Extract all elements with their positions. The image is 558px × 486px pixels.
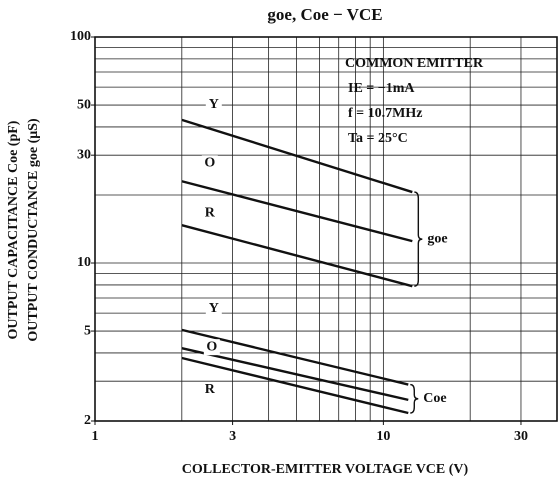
- line-series: [181, 118, 413, 194]
- series-label: Y: [209, 97, 219, 112]
- line-series: [181, 356, 409, 415]
- group-label: Coe: [423, 391, 446, 406]
- annotation: f = 10.7MHz: [348, 106, 422, 121]
- series-label: R: [205, 205, 216, 220]
- x-axis-label: COLLECTOR-EMITTER VOLTAGE VCE (V): [182, 462, 469, 477]
- chart-title: goe, Coe − VCE: [267, 5, 382, 24]
- series-label-bg: [201, 205, 218, 222]
- series-label-bg: [205, 300, 222, 317]
- x-tick-label: 3: [229, 429, 236, 444]
- series-label: O: [206, 339, 217, 354]
- annotation: IE = −1mA: [348, 81, 415, 96]
- y-tick-label: 30: [77, 147, 91, 162]
- brace: [414, 191, 423, 287]
- series-label-bg: [201, 381, 218, 398]
- series-label: R: [205, 382, 216, 397]
- group-label-bg: [420, 388, 457, 409]
- plot-frame: [94, 36, 558, 422]
- line-series: [181, 347, 409, 402]
- x-tick-label: 10: [376, 429, 390, 444]
- x-tick-label: 30: [514, 429, 528, 444]
- y-tick-label: 5: [84, 323, 91, 338]
- group-label-bg: [424, 229, 461, 250]
- x-tick-label: 1: [92, 429, 99, 444]
- y-tick-label: 2: [84, 413, 91, 428]
- annotation: Ta = 25°C: [348, 131, 408, 146]
- y-axis-label: OUTPUT CONDUCTANCE goe (μS): [26, 118, 41, 342]
- y-tick-label: 10: [77, 255, 91, 270]
- line-series: [181, 224, 413, 288]
- series-label-bg: [203, 339, 220, 356]
- line-series: [181, 180, 413, 243]
- line-series: [181, 328, 409, 386]
- series-label: O: [204, 155, 215, 170]
- y-axis-label: OUTPUT CAPACITANCE Coe (pF): [6, 120, 21, 339]
- y-tick-label: 100: [70, 29, 91, 44]
- series-label: Y: [209, 301, 219, 316]
- group-label: goe: [427, 231, 447, 246]
- y-tick-label: 50: [77, 97, 91, 112]
- brace: [410, 383, 419, 414]
- series-label-bg: [205, 96, 222, 113]
- series-label-bg: [201, 155, 218, 172]
- annotation: COMMON EMITTER: [345, 56, 484, 71]
- annotation-bg: [330, 45, 556, 155]
